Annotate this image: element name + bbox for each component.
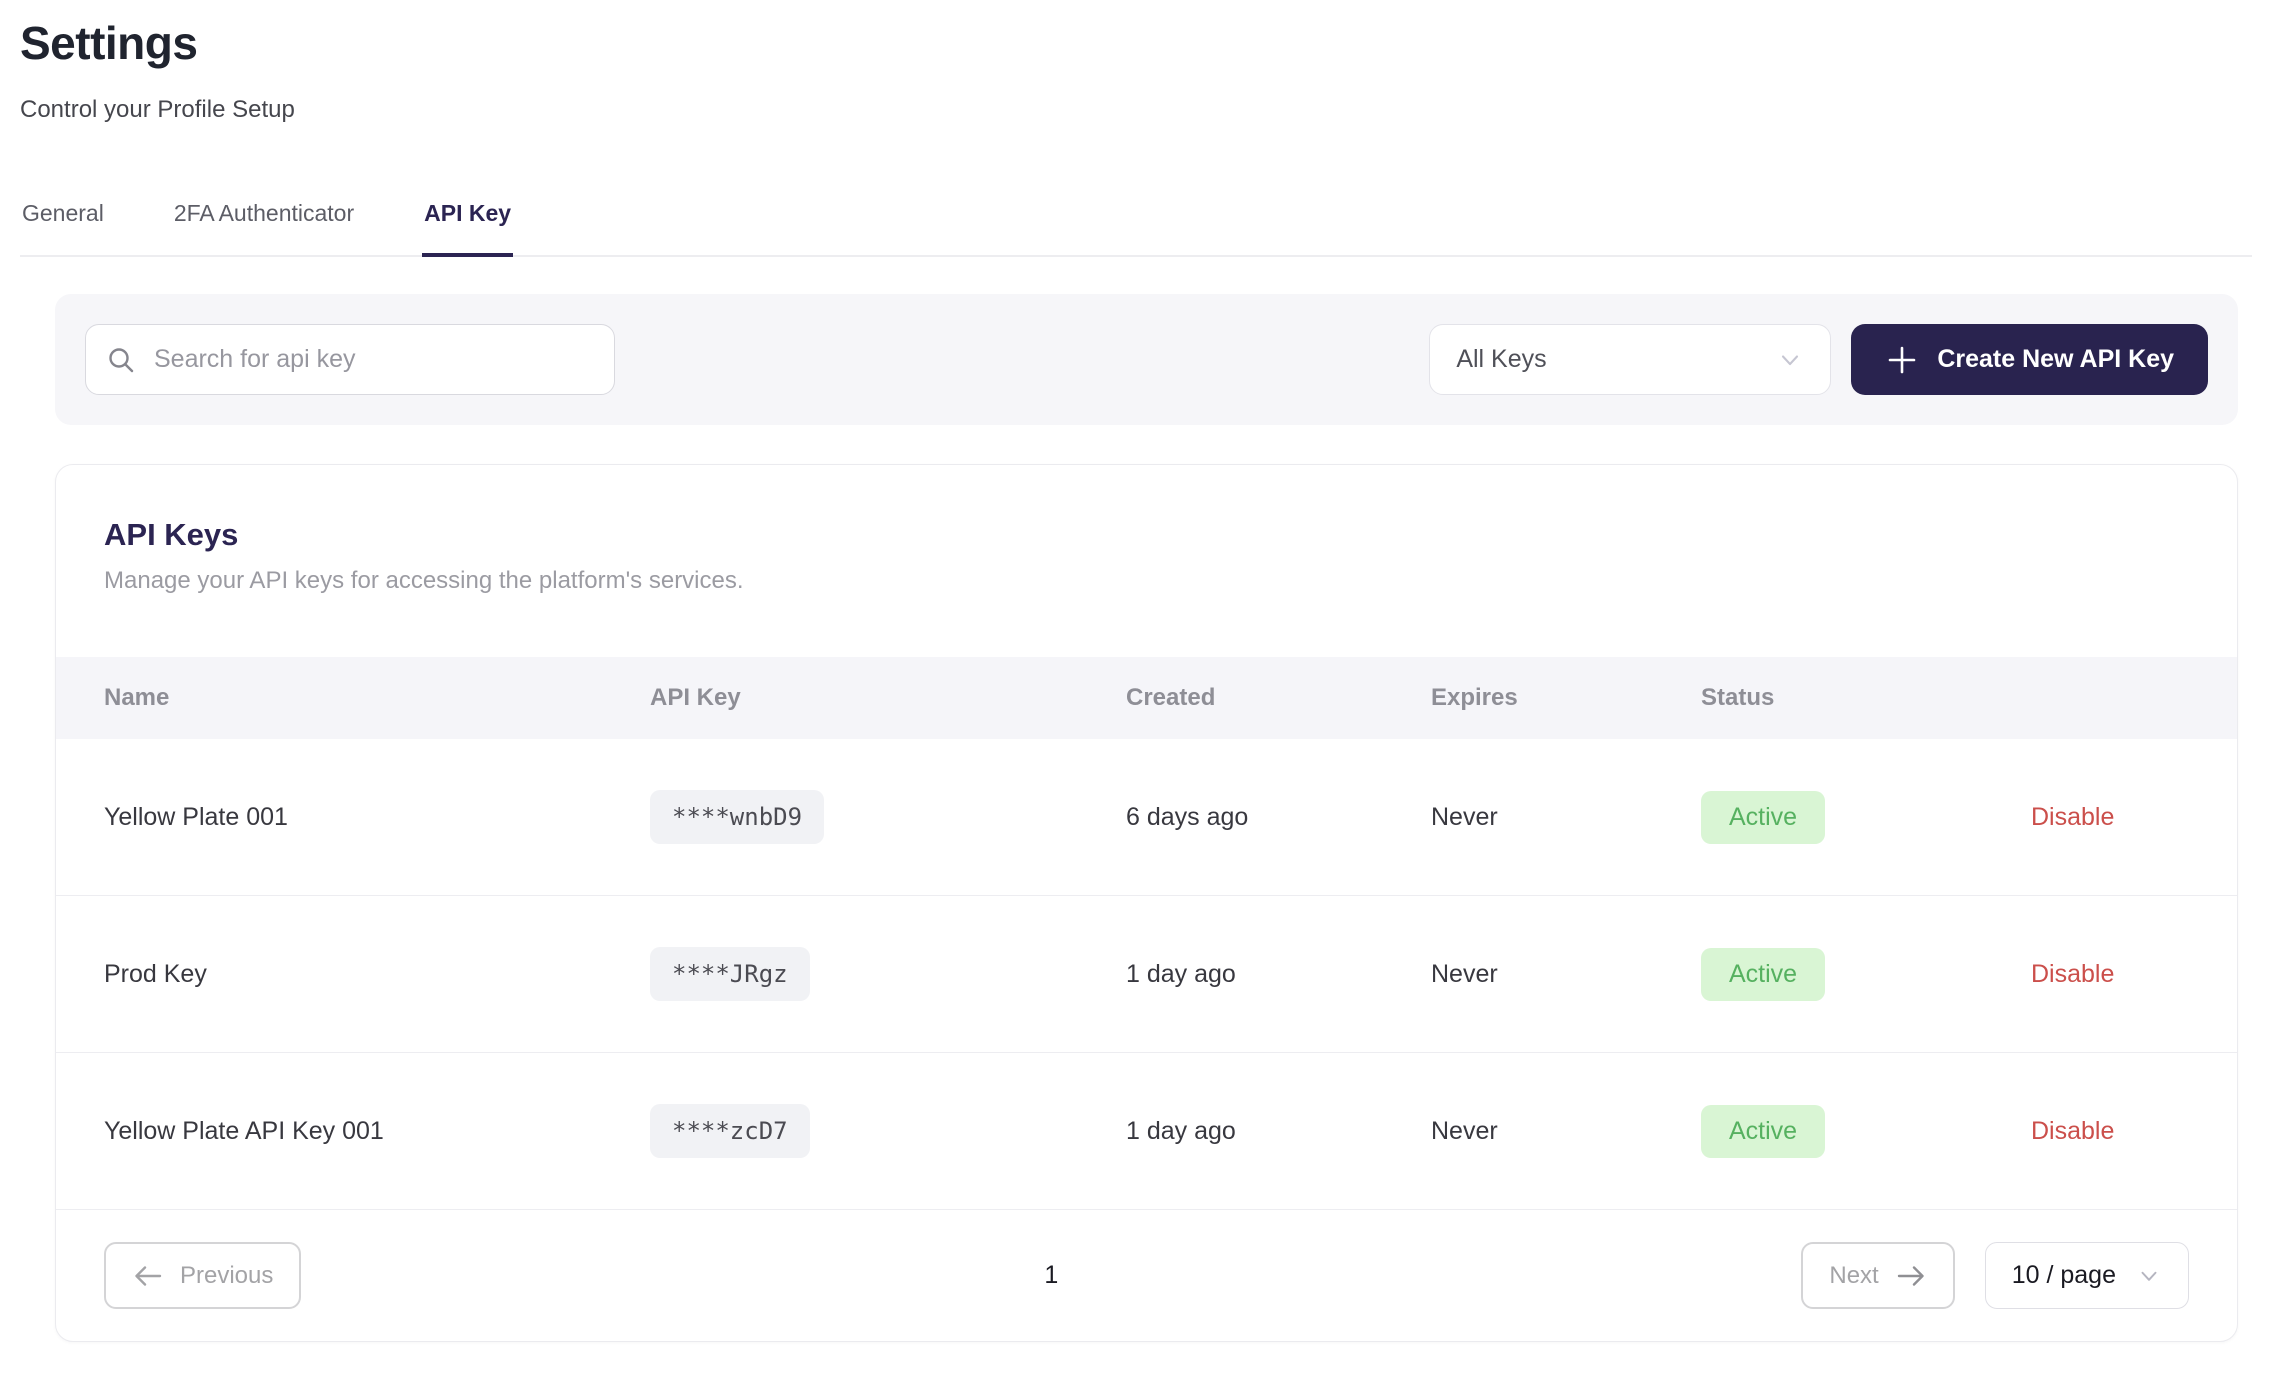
page-title: Settings	[20, 17, 198, 69]
disable-key-link[interactable]: Disable	[2031, 802, 2115, 831]
api-key-name: Yellow Plate API Key 001	[104, 1116, 384, 1145]
api-key-masked-value: ****JRgz	[650, 947, 810, 1001]
card-subtitle: Manage your API keys for accessing the p…	[104, 567, 744, 594]
table-row: Prod Key ****JRgz 1 day ago Never Active…	[56, 896, 2237, 1053]
column-header-name: Name	[104, 684, 170, 711]
toolbar-right-group: All Keys Create New API Key	[1429, 324, 2208, 395]
api-key-created: 1 day ago	[1126, 1116, 1236, 1145]
page-subtitle: Control your Profile Setup	[20, 96, 295, 123]
status-badge: Active	[1701, 947, 1826, 1001]
api-key-toolbar: All Keys Create New API Key	[55, 294, 2238, 425]
table-header-row: Name API Key Created Expires Status	[56, 657, 2237, 739]
api-key-masked-value: ****wnbD9	[650, 790, 825, 844]
api-keys-card-header: API Keys Manage your API keys for access…	[56, 465, 2237, 595]
api-key-created: 6 days ago	[1126, 802, 1249, 831]
search-icon	[106, 345, 136, 375]
previous-page-button[interactable]: Previous	[104, 1242, 302, 1309]
tab-api-key[interactable]: API Key	[422, 200, 514, 257]
status-badge: Active	[1701, 790, 1826, 844]
status-badge: Active	[1701, 1104, 1826, 1158]
previous-page-label: Previous	[180, 1261, 274, 1289]
current-page-number: 1	[1044, 1261, 1059, 1289]
next-page-label: Next	[1829, 1261, 1879, 1289]
api-key-name: Yellow Plate 001	[104, 802, 288, 831]
api-key-masked-value: ****zcD7	[650, 1104, 810, 1158]
key-filter-value: All Keys	[1456, 345, 1547, 373]
create-new-api-key-button[interactable]: Create New API Key	[1851, 324, 2208, 395]
arrow-right-icon	[1895, 1263, 1927, 1289]
search-input[interactable]	[152, 344, 594, 375]
next-page-button[interactable]: Next	[1801, 1242, 1955, 1309]
pagination-right-group: Next 10 / page	[1801, 1242, 2189, 1309]
page-size-select[interactable]: 10 / page	[1984, 1242, 2189, 1309]
api-key-expires: Never	[1431, 959, 1498, 988]
settings-tabs: General 2FA Authenticator API Key	[20, 200, 2252, 257]
page-size-value: 10 / page	[2011, 1261, 2116, 1289]
chevron-down-icon	[1776, 346, 1804, 374]
key-filter-select[interactable]: All Keys	[1429, 324, 1832, 395]
pagination: Previous 1 Next 10 / page	[56, 1210, 2237, 1341]
column-header-expires: Expires	[1431, 684, 1518, 711]
tab-2fa-authenticator[interactable]: 2FA Authenticator	[173, 200, 355, 226]
column-header-created: Created	[1126, 684, 1216, 711]
table-row: Yellow Plate API Key 001 ****zcD7 1 day …	[56, 1053, 2237, 1210]
api-keys-card: API Keys Manage your API keys for access…	[55, 464, 2238, 1342]
api-key-created: 1 day ago	[1126, 959, 1236, 988]
api-key-expires: Never	[1431, 802, 1498, 831]
tab-general[interactable]: General	[22, 200, 104, 226]
table-row: Yellow Plate 001 ****wnbD9 6 days ago Ne…	[56, 739, 2237, 896]
column-header-status: Status	[1701, 684, 1775, 711]
page-header: Settings Control your Profile Setup	[0, 0, 2272, 124]
plus-icon	[1885, 343, 1919, 377]
api-key-expires: Never	[1431, 1116, 1498, 1145]
column-header-api-key: API Key	[650, 684, 741, 711]
search-box[interactable]	[85, 324, 615, 395]
disable-key-link[interactable]: Disable	[2031, 1116, 2115, 1145]
chevron-down-icon	[2136, 1263, 2162, 1289]
api-key-name: Prod Key	[104, 959, 207, 988]
create-new-api-key-label: Create New API Key	[1937, 345, 2174, 373]
arrow-left-icon	[132, 1263, 164, 1289]
card-title: API Keys	[104, 517, 239, 552]
disable-key-link[interactable]: Disable	[2031, 959, 2115, 988]
